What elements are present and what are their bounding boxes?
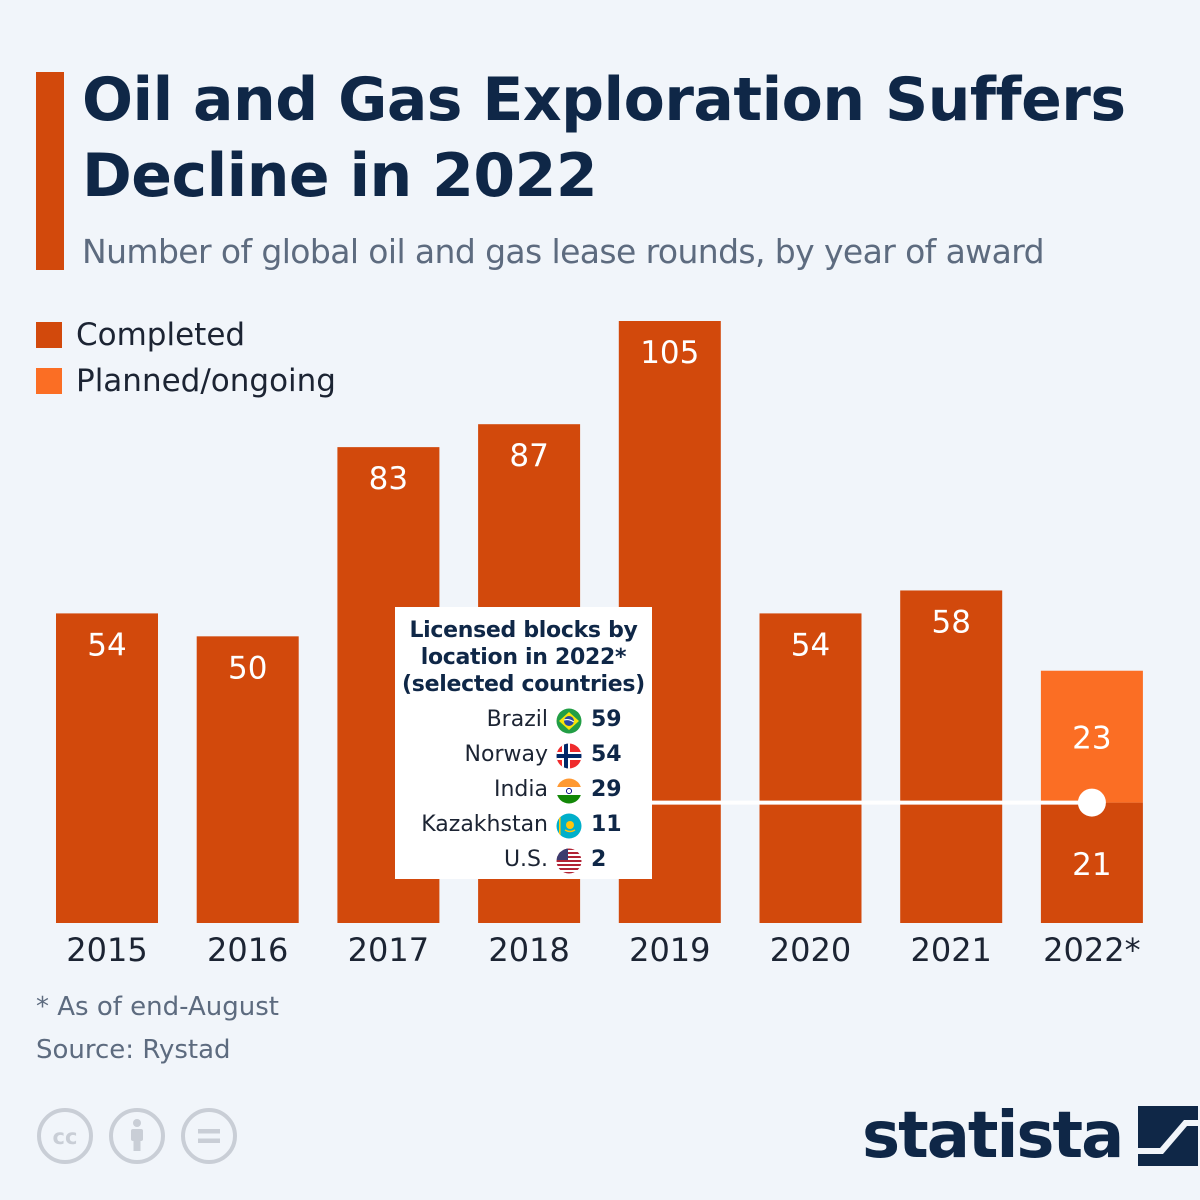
norway-flag-icon (556, 743, 582, 769)
legend-label-completed: Completed (76, 317, 246, 353)
inset-value: 54 (591, 742, 622, 767)
x-tick-label-2019: 2019 (629, 931, 710, 969)
x-tick-label-2015: 2015 (66, 931, 147, 969)
inset-row-norway: Norway 54 (395, 737, 652, 772)
bar-planned-2022 (1040, 670, 1143, 803)
inset-country: Kazakhstan (421, 812, 548, 837)
legend-item-completed: Completed (36, 312, 336, 358)
legend-swatch-completed (36, 322, 62, 348)
x-tick-label-2020: 2020 (770, 931, 851, 969)
data-label-completed-2022: 21 (1072, 847, 1111, 883)
x-tick-label-2022: 2022* (1043, 931, 1140, 969)
inset-country: U.S. (503, 847, 548, 872)
inset-value: 29 (591, 777, 622, 802)
legend: Completed Planned/ongoing (36, 312, 336, 404)
x-tick-label-2018: 2018 (488, 931, 569, 969)
source-note: Source: Rystad (36, 1035, 231, 1065)
inset-title: Licensed blocks by location in 2022* (se… (395, 617, 652, 698)
inset-row-us: U.S. 2 (395, 842, 652, 877)
kazakhstan-flag-icon (556, 813, 582, 839)
inset-row-kazakhstan: Kazakhstan 11 (395, 807, 652, 842)
legend-item-planned: Planned/ongoing (36, 358, 336, 404)
inset-country: Brazil (486, 707, 548, 732)
statista-logo-icon (1138, 1106, 1199, 1166)
data-label-2015: 54 (87, 627, 126, 663)
reference-marker (1077, 788, 1106, 817)
licensed-blocks-inset: Licensed blocks by location in 2022* (se… (395, 607, 652, 879)
legend-swatch-planned (36, 368, 62, 394)
inset-value: 11 (591, 812, 622, 837)
license-icons: cc (36, 1107, 238, 1165)
legend-label-planned: Planned/ongoing (76, 363, 336, 399)
no-derivatives-icon[interactable] (180, 1107, 238, 1165)
inset-value: 2 (591, 847, 607, 872)
chart-subtitle: Number of global oil and gas lease round… (82, 232, 1045, 271)
us-flag-icon (556, 848, 582, 874)
inset-title-line-3: (selected countries) (402, 672, 645, 697)
cc-icon[interactable]: cc (36, 1107, 94, 1165)
inset-row-brazil: Brazil 59 (395, 702, 652, 737)
x-tick-label-2016: 2016 (207, 931, 288, 969)
attribution-icon[interactable] (108, 1107, 166, 1165)
statista-brand: statista (862, 1098, 1199, 1174)
data-label-2018: 87 (509, 438, 548, 474)
inset-title-line-2: location in 2022* (420, 645, 627, 670)
chart-title: Oil and Gas Exploration Suffers Decline … (82, 65, 1126, 211)
inset-country: Norway (464, 742, 548, 767)
data-label-2019: 105 (640, 335, 699, 371)
data-label-planned-2022: 23 (1072, 721, 1111, 757)
footnote: * As of end-August (36, 992, 279, 1022)
bar-completed-2016 (196, 636, 299, 923)
inset-value: 59 (591, 707, 622, 732)
bar-completed-2020 (759, 613, 862, 923)
india-flag-icon (556, 778, 582, 804)
title-accent-bar (36, 72, 64, 270)
brazil-flag-icon (556, 708, 582, 734)
brand-name: statista (862, 1099, 1124, 1173)
data-label-2017: 83 (369, 461, 408, 497)
x-tick-label-2017: 2017 (348, 931, 429, 969)
data-label-2016: 50 (228, 650, 267, 686)
svg-text:cc: cc (53, 1125, 78, 1149)
bar-completed-2015 (56, 613, 158, 923)
data-label-2020: 54 (791, 627, 830, 663)
data-label-2021: 58 (931, 604, 970, 640)
x-tick-label-2021: 2021 (910, 931, 991, 969)
inset-title-line-1: Licensed blocks by (409, 618, 638, 643)
bar-completed-2021 (900, 590, 1003, 923)
bar-completed-2022 (1040, 802, 1143, 923)
inset-country: India (494, 777, 548, 802)
inset-row-india: India 29 (395, 772, 652, 807)
